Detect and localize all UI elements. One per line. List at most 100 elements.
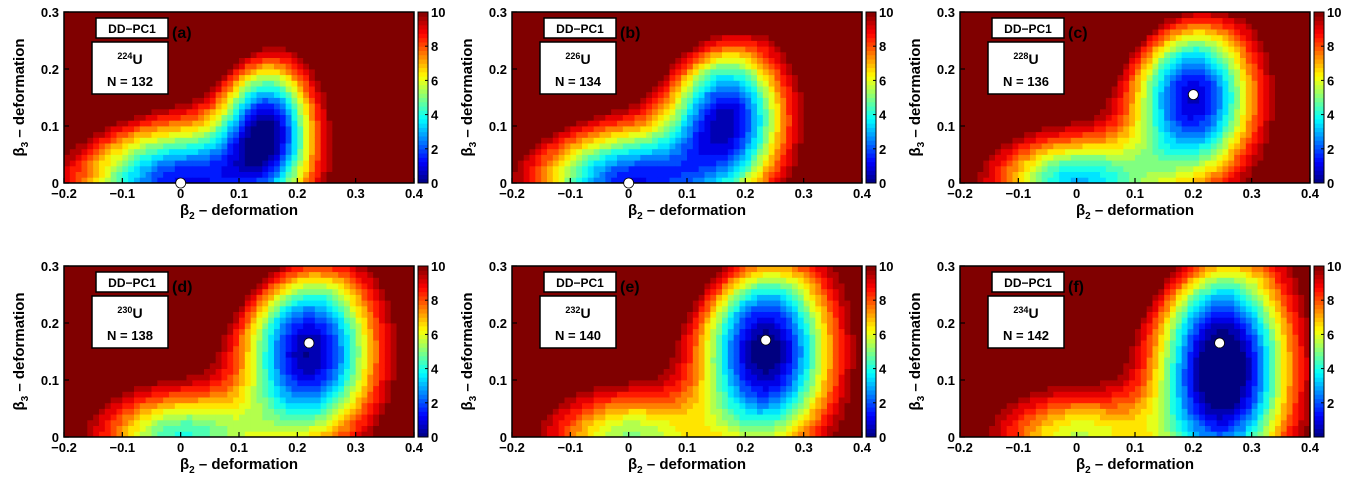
heat-cell: [856, 131, 862, 138]
heat-cell: [646, 46, 653, 53]
heat-cell: [1170, 108, 1177, 115]
heat-cell: [815, 23, 822, 30]
heat-cell: [687, 171, 694, 178]
x-tick-label: 0.4: [405, 186, 424, 201]
heat-cell: [640, 74, 647, 81]
heat-cell: [64, 160, 71, 167]
heat-cell: [69, 165, 77, 172]
heat-cell: [611, 131, 618, 138]
heat-cell: [710, 148, 717, 155]
heat-cell: [727, 69, 735, 76]
heat-cell: [844, 137, 851, 144]
heat-cell: [838, 120, 845, 127]
heat-cell: [1117, 137, 1124, 144]
heat-cell: [87, 137, 94, 144]
heat-cell: [349, 63, 357, 70]
heat-cell: [646, 23, 653, 30]
heat-cell: [332, 74, 339, 81]
heat-cell: [1100, 74, 1107, 81]
heat-cell: [274, 63, 281, 70]
heat-cell: [745, 69, 752, 76]
heat-cell: [169, 177, 176, 183]
heat-cell: [640, 148, 647, 155]
heat-cell: [390, 137, 397, 144]
heat-cell: [716, 177, 723, 183]
heat-cell: [523, 126, 530, 133]
heat-cell: [529, 57, 536, 64]
heat-cell: [582, 165, 589, 172]
heat-cell: [739, 165, 746, 172]
heat-cell: [1140, 74, 1148, 81]
heat-cell: [821, 12, 828, 19]
heat-cell: [844, 171, 851, 178]
heat-cell: [535, 40, 542, 47]
heat-cell: [669, 108, 676, 115]
heat-cell: [698, 80, 705, 87]
heat-cell: [69, 80, 77, 87]
heat-cell: [379, 103, 386, 110]
heat-cell: [1158, 114, 1165, 121]
heat-cell: [523, 114, 530, 121]
heat-cell: [116, 91, 123, 98]
heat-cell: [850, 114, 857, 121]
heat-cell: [827, 160, 834, 167]
heat-cell: [274, 137, 281, 144]
heat-cell: [320, 97, 327, 104]
heat-cell: [402, 29, 409, 36]
heat-cell: [832, 165, 840, 172]
heat-cell: [965, 165, 973, 172]
heat-cell: [995, 126, 1002, 133]
heat-cell: [797, 154, 805, 161]
heat-cell: [1117, 86, 1124, 93]
heat-cell: [274, 46, 281, 53]
heat-cell: [291, 57, 298, 64]
heat-cell: [320, 131, 327, 138]
colorbar-frame: [417, 11, 429, 184]
heat-cell: [1187, 40, 1194, 47]
heat-cell: [965, 103, 973, 110]
heat-cell: [268, 143, 275, 150]
heat-cell: [605, 143, 612, 150]
heat-cell: [762, 165, 770, 172]
heat-cell: [1111, 69, 1118, 76]
heat-cell: [634, 51, 641, 58]
heat-cell: [268, 23, 275, 30]
heat-cell: [675, 69, 682, 76]
heat-cell: [209, 148, 217, 155]
heat-cell: [75, 120, 82, 127]
heat-cell: [338, 154, 345, 161]
heat-cell: [262, 148, 269, 155]
heat-cell: [687, 103, 694, 110]
colorbar-step: [418, 131, 428, 137]
heat-cell: [1146, 148, 1153, 155]
heat-cell: [1094, 160, 1101, 167]
heat-cell: [344, 40, 351, 47]
heat-cell: [564, 91, 571, 98]
heat-cell: [587, 154, 595, 161]
heat-cell: [838, 40, 845, 47]
heat-cell: [332, 97, 339, 104]
heat-cell: [628, 29, 635, 36]
heat-cell: [722, 69, 729, 76]
heat-cell: [320, 171, 327, 178]
heat-cell: [384, 86, 392, 93]
heat-cell: [844, 160, 851, 167]
heat-cell: [856, 63, 862, 70]
heat-cell: [244, 103, 252, 110]
heat-cell: [1164, 29, 1171, 36]
heat-cell: [832, 12, 840, 19]
heat-cell: [850, 29, 857, 36]
heat-cell: [1129, 91, 1136, 98]
heat-cell: [1135, 40, 1142, 47]
heat-cell: [582, 154, 589, 161]
heat-cell: [274, 91, 281, 98]
colorbar-step: [866, 33, 876, 39]
heat-cell: [965, 63, 973, 70]
heat-cell: [227, 97, 234, 104]
heat-cell: [1181, 91, 1188, 98]
heat-cell: [390, 154, 397, 161]
heat-cell: [675, 40, 682, 47]
heat-cell: [174, 126, 182, 133]
heat-cell: [69, 143, 77, 150]
heat-cell: [1030, 114, 1037, 121]
